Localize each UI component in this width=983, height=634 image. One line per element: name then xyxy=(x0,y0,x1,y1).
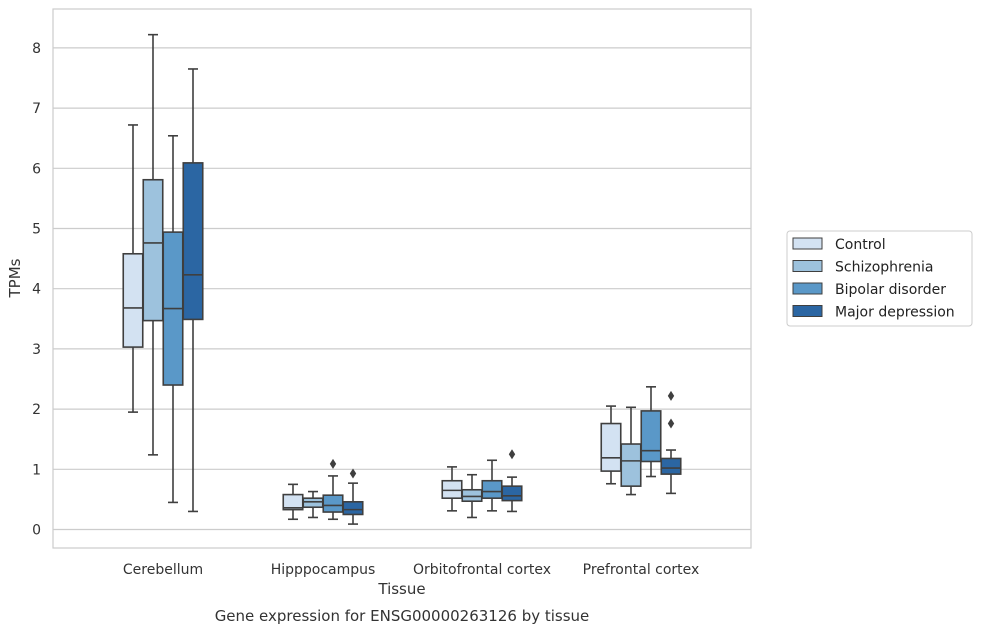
legend-swatch xyxy=(792,260,823,272)
box-1-3 xyxy=(342,468,364,525)
iqr-box xyxy=(640,410,662,463)
plot-area xyxy=(52,8,752,549)
box-0-1 xyxy=(142,33,164,456)
legend-swatch xyxy=(792,237,823,250)
box-3-0 xyxy=(600,405,622,485)
y-tick-label: 8 xyxy=(32,41,41,57)
box-3-1 xyxy=(620,406,642,496)
legend-label: Major depression xyxy=(835,305,955,321)
iqr-box xyxy=(660,457,682,475)
outlier-point xyxy=(349,468,357,479)
y-tick-label: 7 xyxy=(32,101,41,117)
legend-swatch xyxy=(792,282,823,295)
box-3-3 xyxy=(660,390,682,495)
x-tick-label: Orbitofrontal cortex xyxy=(413,562,551,578)
box-2-0 xyxy=(441,466,463,512)
iqr-box xyxy=(122,252,144,348)
outlier-point xyxy=(329,458,337,469)
y-ticks: 0 1 2 3 4 5 6 7 8 xyxy=(32,41,41,539)
box-1-2 xyxy=(322,458,344,521)
iqr-box xyxy=(342,501,364,516)
x-tick-label: Hipppocampus xyxy=(271,562,376,578)
box-2-2 xyxy=(481,459,503,512)
boxes xyxy=(122,33,682,525)
x-axis-label: Tissue xyxy=(377,580,425,598)
box-3-2 xyxy=(640,386,662,478)
y-tick-label: 1 xyxy=(32,462,41,478)
iqr-box xyxy=(441,479,463,499)
legend: Control Schizophrenia Bipolar disorder Majo… xyxy=(786,230,973,327)
x-tick-label: Cerebellum xyxy=(123,562,203,578)
iqr-box xyxy=(142,178,164,322)
box-0-2 xyxy=(162,134,184,504)
y-axis-label: TPMs xyxy=(6,258,24,298)
y-tick-label: 6 xyxy=(32,161,41,177)
y-tick-label: 5 xyxy=(32,222,41,238)
y-tick-label: 4 xyxy=(32,282,41,298)
x-tick-label: Prefrontal cortex xyxy=(583,562,700,578)
chart-caption: Gene expression for ENSG00000263126 by t… xyxy=(215,607,590,625)
legend-label: Schizophrenia xyxy=(835,260,933,276)
legend-frame xyxy=(786,230,973,327)
outlier-point xyxy=(508,449,516,460)
box-1-1 xyxy=(302,490,324,519)
legend-label: Control xyxy=(835,237,886,253)
box-2-1 xyxy=(461,473,483,519)
iqr-box xyxy=(182,162,204,321)
iqr-box xyxy=(302,497,324,509)
outlier-point xyxy=(667,390,675,401)
y-tick-label: 0 xyxy=(32,523,41,539)
y-tick-label: 2 xyxy=(32,402,41,418)
legend-swatch xyxy=(792,305,823,317)
legend-label: Bipolar disorder xyxy=(835,282,946,298)
box-0-3 xyxy=(182,68,204,513)
iqr-box xyxy=(481,479,503,499)
iqr-box xyxy=(600,422,622,472)
iqr-box xyxy=(620,443,642,487)
iqr-box xyxy=(461,488,483,503)
x-ticks: Cerebellum Hipppocampus Orbitofrontal cort… xyxy=(123,562,699,578)
box-2-3 xyxy=(501,449,523,513)
iqr-box xyxy=(501,485,523,502)
y-tick-label: 3 xyxy=(32,342,41,358)
outlier-point xyxy=(667,418,675,429)
box-1-0 xyxy=(282,483,304,521)
iqr-box xyxy=(322,494,344,513)
